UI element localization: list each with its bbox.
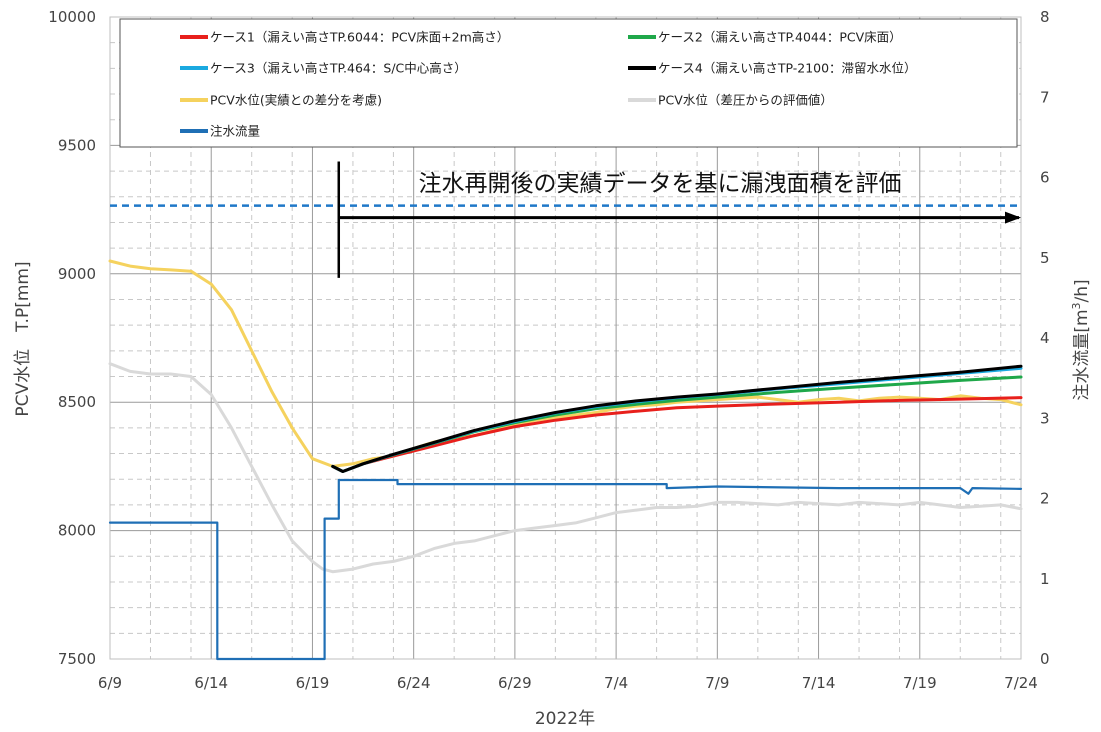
y-left-tick-label: 8000 [58,522,96,540]
y-right-tick-label: 0 [1040,650,1050,668]
y-right-tick-label: 3 [1040,409,1050,427]
series-line-2 [331,375,1023,473]
y-left-tick-label: 7500 [58,650,96,668]
x-tick-label: 6/24 [397,674,431,692]
y-left-tick-label: 9500 [58,136,96,154]
annotation-layer: 注水再開後の実績データを基に漏洩面積を評価 [337,161,1021,278]
y-right-tick-label: 1 [1040,570,1050,588]
legend-box [119,18,1018,148]
x-tick-label: 7/14 [802,674,836,692]
x-tick-labels: 6/9 6/14 6/19 6/24 6/29 7/4 7/9 7/14 7/19 7/24 [98,674,1038,692]
y-left-tick-label: 9000 [58,265,96,283]
y-left-tick-labels: 7500 8000 8500 9000 9500 10000 [48,8,96,668]
y-left-axis-title: PCV水位 T.P[mm] [13,261,33,416]
y-right-tick-label: 7 [1040,88,1050,106]
x-tick-label: 7/9 [705,674,729,692]
legend-label-4: ケース4（漏えい高さTP-2100：滞留水水位） [658,61,917,76]
plot-area-border [109,16,1022,660]
legend-label-5: PCV水位(実績との差分を考慮) [210,93,382,108]
series-line-4 [331,364,1023,473]
y-right-title-superscript: 3 [1070,302,1083,309]
y-right-axis-title: 注水流量[m3/h] [1070,279,1092,400]
x-tick-label: 7/24 [1004,674,1038,692]
legend-label-1: ケース1（漏えい高さTP.6044：PCV床面+2m高さ） [210,30,509,45]
x-tick-label: 7/4 [604,674,628,692]
legend: ケース1（漏えい高さTP.6044：PCV床面+2m高さ） ケース2（漏えい高さT… [119,18,1018,148]
annotation-text: 注水再開後の実績データを基に漏洩面積を評価 [419,171,902,197]
y-right-title-tail: /h] [1072,279,1092,302]
series-layer [108,259,1023,661]
x-tick-label: 6/14 [194,674,228,692]
x-axis-title: 2022年 [535,709,595,729]
series-line-1 [331,396,1023,473]
x-tick-label: 6/19 [296,674,330,692]
y-right-tick-label: 5 [1040,249,1050,267]
legend-label-3: ケース3（漏えい高さTP.464：S/C中心高さ） [210,61,467,76]
x-tick-label: 6/9 [98,674,122,692]
x-tick-label: 7/19 [903,674,937,692]
y-right-title-main: 注水流量[m [1072,309,1092,400]
y-right-tick-labels: 0 1 2 3 4 5 6 7 8 [1040,8,1050,668]
series-line-7 [108,478,1023,661]
series-line-5 [108,259,1023,468]
y-left-tick-label: 10000 [48,8,96,26]
legend-label-7: 注水流量 [210,124,260,139]
y-right-tick-label: 8 [1040,8,1050,26]
legend-label-2: ケース2（漏えい高さTP.4044：PCV床面） [658,30,902,45]
y-right-tick-label: 2 [1040,490,1050,508]
legend-label-6: PCV水位（差圧からの評価値） [658,93,833,108]
y-right-tick-label: 4 [1040,329,1050,347]
y-left-tick-label: 8500 [58,393,96,411]
series-line-6 [108,362,1023,574]
y-right-tick-label: 6 [1040,169,1050,187]
x-tick-label: 6/29 [498,674,532,692]
